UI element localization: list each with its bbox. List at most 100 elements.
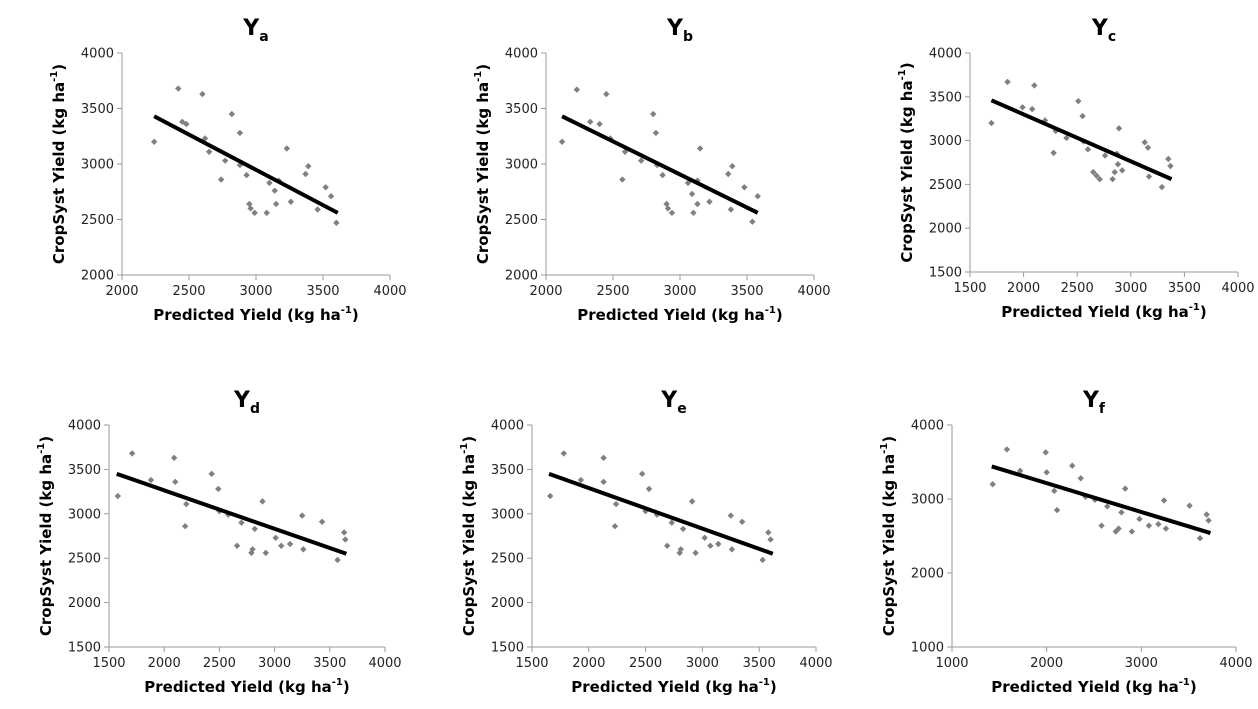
data-point [278, 542, 285, 549]
data-point [706, 198, 713, 205]
y-tick-label: 2000 [505, 269, 538, 284]
x-tick-label: 2500 [596, 284, 629, 299]
data-point [645, 485, 653, 493]
data-point [688, 498, 696, 505]
y-tick-label: 2000 [491, 596, 524, 611]
data-point [314, 206, 321, 213]
chart-title: Yd [233, 388, 260, 417]
y-tick-label: 3000 [68, 507, 101, 522]
data-point [759, 556, 766, 564]
x-axis-label: Predicted Yield (kg ha-1) [577, 305, 782, 324]
x-tick-label: 3000 [258, 656, 291, 671]
data-point [271, 187, 278, 194]
data-point [1098, 522, 1105, 529]
data-point [1096, 175, 1103, 183]
data-point [1028, 105, 1036, 113]
data-point [183, 500, 190, 508]
x-tick-label: 3000 [686, 656, 719, 671]
x-tick-label: 4000 [368, 656, 401, 671]
data-point [1167, 162, 1174, 170]
data-point [243, 171, 250, 179]
data-point [1050, 149, 1057, 157]
y-tick-label: 4000 [929, 47, 962, 62]
x-tick-label: 2500 [203, 656, 236, 671]
y-tick-label: 3500 [491, 463, 524, 478]
data-point [1136, 515, 1143, 523]
x-tick-label: 4000 [373, 284, 406, 299]
x-tick-label: 3500 [730, 284, 763, 299]
x-tick-label: 2000 [148, 656, 181, 671]
y-tick-label: 3500 [68, 463, 101, 478]
chart-title: Yc [1091, 16, 1116, 45]
data-point [183, 120, 190, 128]
data-point [600, 454, 607, 462]
trend-line [561, 114, 759, 215]
data-point [558, 138, 566, 145]
x-tick-label: 3500 [743, 656, 776, 671]
data-point [1186, 502, 1193, 509]
data-point [694, 177, 701, 184]
data-point [272, 534, 279, 541]
data-point [175, 85, 182, 92]
y-tick-label: 3500 [505, 102, 538, 117]
data-point [327, 192, 335, 200]
y-tick-label: 2500 [68, 552, 101, 567]
data-point [619, 176, 626, 183]
data-point [147, 476, 155, 484]
data-point [248, 549, 255, 557]
data-point [128, 450, 136, 457]
scatter-panel-b: 2000 2500 3000 3500 4000 2000 2500 3000 3500 4000… [473, 16, 831, 324]
data-point [287, 198, 295, 205]
data-point [600, 478, 607, 486]
data-point [333, 219, 340, 227]
data-point [749, 218, 756, 225]
data-point [728, 546, 736, 553]
y-axis-label: CropSyst Yield (kg ha-1) [49, 64, 68, 264]
x-axis-label: Predicted Yield (kg ha-1) [144, 677, 349, 696]
chart-title: Yf [1082, 388, 1106, 417]
data-point [663, 542, 671, 549]
data-point [603, 90, 610, 98]
x-tick-label: 4000 [797, 284, 830, 299]
y-tick-label: 2500 [929, 178, 962, 193]
data-point [663, 200, 670, 208]
x-axis-label: Predicted Yield (kg ha-1) [153, 305, 358, 324]
data-point [715, 540, 722, 548]
x-tick-label: 2000 [1007, 281, 1040, 296]
y-tick-label: 2000 [81, 269, 114, 284]
y-tick-label: 2500 [505, 213, 538, 228]
y-tick-label: 3500 [929, 90, 962, 105]
x-tick-label: 1500 [953, 281, 986, 296]
chart-title: Ya [242, 16, 268, 45]
data-point [1119, 167, 1126, 174]
data-point [988, 119, 995, 127]
data-point [696, 145, 704, 152]
data-point [738, 518, 746, 525]
data-point [114, 492, 122, 500]
data-point [694, 200, 701, 208]
x-tick-label: 3500 [313, 656, 346, 671]
y-tick-label: 2500 [491, 552, 524, 567]
x-tick-label: 2000 [529, 284, 562, 299]
data-point [236, 129, 244, 137]
y-tick-label: 3000 [491, 507, 524, 522]
data-point [300, 546, 307, 553]
data-point [1196, 535, 1204, 542]
data-point [1052, 127, 1059, 135]
data-point [676, 549, 683, 557]
data-point [668, 519, 675, 526]
y-tick-label: 3000 [81, 158, 114, 173]
data-point [1019, 104, 1026, 111]
data-point [1115, 125, 1123, 132]
data-point [1112, 528, 1119, 535]
data-point [989, 481, 996, 488]
data-point [1053, 506, 1061, 514]
x-tick-label: 3000 [1114, 281, 1147, 296]
data-point [546, 492, 554, 500]
data-point [677, 546, 685, 553]
data-point [302, 170, 309, 178]
x-tick-label: 3000 [1125, 656, 1158, 671]
data-point [725, 170, 732, 178]
data-point [765, 529, 772, 536]
